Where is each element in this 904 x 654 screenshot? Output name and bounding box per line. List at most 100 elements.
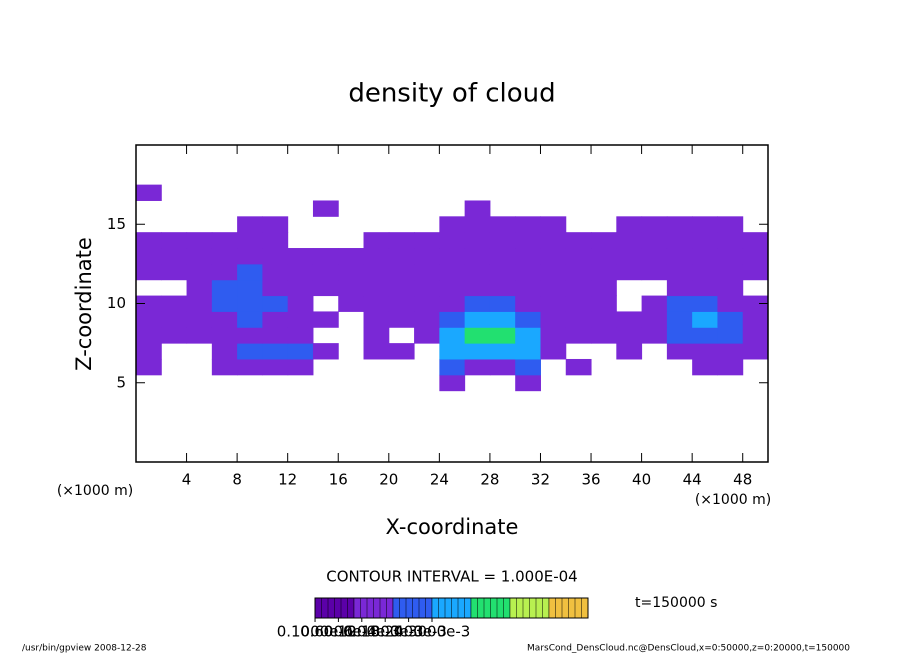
heat-cell [692, 343, 718, 360]
heat-cell [742, 327, 769, 344]
heat-cell [136, 263, 162, 281]
heat-cell [540, 232, 567, 249]
footer: /usr/bin/gpview 2008-12-28 [22, 644, 147, 654]
colorbar-tick-label: 0.3000e-3 [394, 623, 471, 641]
heat-cell [211, 311, 238, 328]
heat-cell [363, 295, 390, 312]
heat-cell [717, 279, 744, 297]
heat-cell [414, 279, 440, 297]
heat-cell [591, 248, 617, 265]
heat-cell [237, 216, 263, 233]
heat-cell [489, 216, 516, 233]
heat-cell [161, 232, 188, 249]
heat-cell [742, 343, 769, 360]
heat-cell [742, 248, 769, 265]
heat-cell [616, 343, 643, 360]
heat-cell [666, 263, 693, 281]
heat-cell [262, 232, 289, 249]
colorbar-tick-label: 0.2400e-3 [370, 623, 447, 641]
heat-cell [136, 358, 162, 376]
heat-cell [388, 232, 415, 249]
heat-cell [312, 343, 339, 360]
heat-cell [136, 232, 162, 249]
heat-cell [388, 248, 415, 265]
heat-cell [211, 263, 238, 281]
heat-cell [515, 248, 541, 265]
heat-cell [136, 295, 162, 312]
heat-cell [287, 343, 314, 360]
heat-cell [692, 358, 718, 376]
heat-cell [312, 279, 339, 297]
x-tick-label: 28 [480, 471, 499, 489]
colorbar-tick-label: 0.6000e-4 [300, 623, 377, 641]
heat-cell [211, 232, 238, 249]
heat-cell [237, 358, 263, 376]
heat-cell [692, 311, 718, 328]
heat-cell [439, 216, 466, 233]
heat-cell [211, 327, 238, 344]
heat-cell [717, 358, 744, 376]
heat-cell [692, 232, 718, 249]
heat-cell [262, 358, 289, 376]
heat-cell [211, 358, 238, 376]
heat-cell [717, 295, 744, 312]
heat-cell [161, 248, 188, 265]
y-axis-label: Z-coordinate [72, 237, 96, 371]
heat-cell [363, 279, 390, 297]
time-label: t=150000 s [635, 595, 717, 611]
heat-cell [666, 327, 693, 344]
heat-cell [338, 248, 365, 265]
y-tick-label: 15 [107, 215, 126, 233]
heat-cell [616, 263, 643, 281]
y-tick-label: 10 [107, 294, 126, 312]
heat-cell [186, 248, 213, 265]
heat-cell [262, 311, 289, 328]
x-tick-label: 48 [733, 471, 752, 489]
colorbar-frame [314, 597, 589, 619]
heat-cell [186, 311, 213, 328]
heat-cell [439, 358, 466, 376]
heat-cell [666, 232, 693, 249]
heat-cell [641, 295, 668, 312]
heat-cell [464, 216, 491, 233]
heat-cell [515, 343, 541, 360]
heat-cell [515, 279, 541, 297]
x-tick-label: 16 [329, 471, 348, 489]
heat-cell [237, 343, 263, 360]
heat-cell [161, 263, 188, 281]
heat-cell [211, 343, 238, 360]
heat-cell [262, 343, 289, 360]
heat-cell [414, 263, 440, 281]
chart-title: density of cloud [348, 79, 555, 109]
heat-cell [641, 232, 668, 249]
heat-cell [262, 248, 289, 265]
heat-cell [717, 232, 744, 249]
heat-cell [237, 232, 263, 249]
heat-cell [717, 327, 744, 344]
heat-cell [616, 232, 643, 249]
heat-cell [161, 295, 188, 312]
heat-cell [489, 311, 516, 328]
contour-interval: CONTOUR INTERVAL = 1.000E-04 [326, 568, 577, 586]
heat-cell [616, 311, 643, 328]
heat-cell [515, 374, 541, 392]
heat-cell [540, 248, 567, 265]
heat-cell [641, 263, 668, 281]
heat-cell [439, 232, 466, 249]
heat-cell [287, 311, 314, 328]
heat-cell [666, 216, 693, 233]
heat-cell [591, 327, 617, 344]
heat-cell [161, 327, 188, 344]
heat-cell [262, 216, 289, 233]
x-unit: (×1000 m) [695, 492, 771, 508]
x-tick-label: 32 [531, 471, 550, 489]
heat-cell [717, 216, 744, 233]
heat-cell [237, 295, 263, 312]
heat-cell [186, 279, 213, 297]
heat-cell [287, 295, 314, 312]
heat-cell [641, 327, 668, 344]
heat-cell [591, 279, 617, 297]
heat-cell [565, 232, 592, 249]
heat-cell [540, 311, 567, 328]
